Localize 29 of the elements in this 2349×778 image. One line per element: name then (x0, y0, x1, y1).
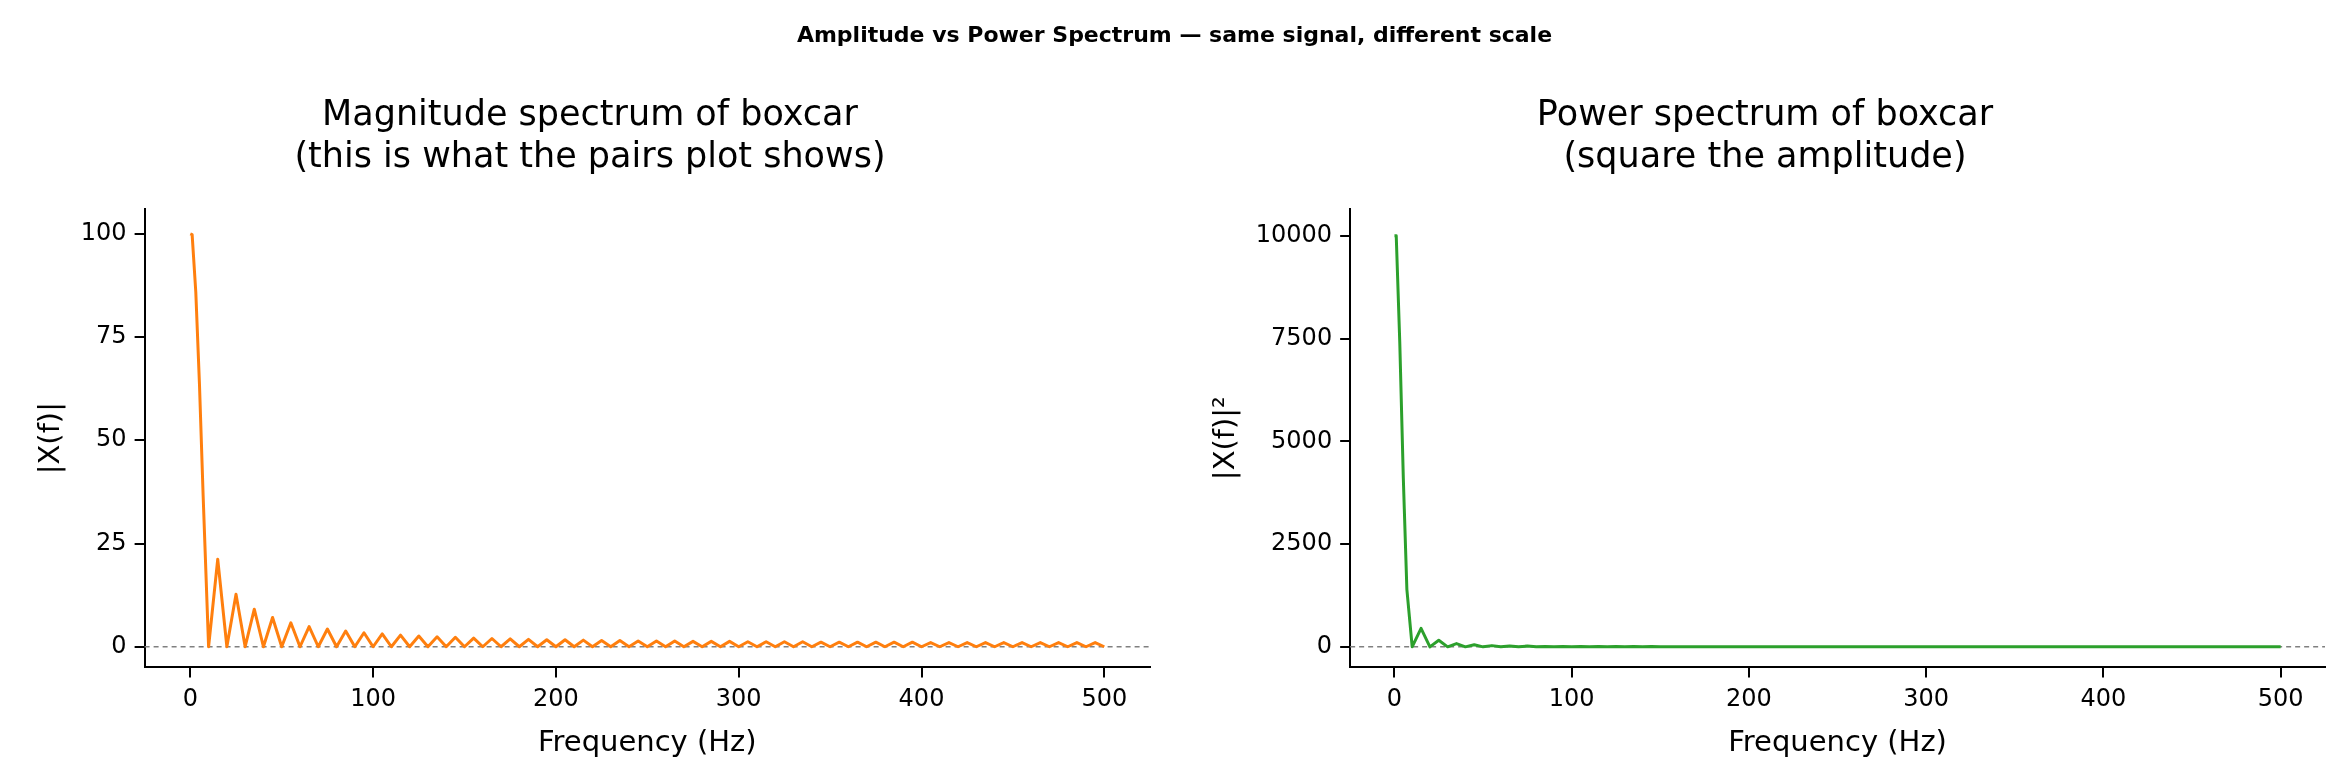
x-tick-label: 200 (533, 684, 579, 713)
x-tick-label: 0 (1386, 684, 1403, 713)
x-axis-title: Frequency (Hz) (537, 724, 757, 759)
y-tick-label: 25 (96, 527, 127, 556)
y-tick-label: 100 (80, 218, 127, 247)
x-tick-label: 300 (1903, 684, 1950, 713)
y-tick-label: 5000 (1271, 425, 1333, 454)
x-tick-label: 0 (182, 684, 198, 713)
y-tick-label: 10000 (1255, 219, 1333, 248)
text: Amplitude vs Power Spectrum — same signal, different scale (795, 22, 1554, 47)
x-tick-label: 500 (2257, 684, 2304, 713)
x-tick-label: 500 (1081, 684, 1128, 713)
x-axis-title: Frequency (Hz) (1728, 724, 1947, 759)
x-tick-label: 300 (715, 684, 762, 713)
chart-title: Power spectrum of boxcar (square the amplitude) (1536, 93, 1994, 176)
y-tick-label: 0 (111, 630, 127, 659)
y-tick-label: 0 (1316, 631, 1333, 660)
x-tick-label: 400 (2080, 684, 2127, 713)
x-tick-label: 400 (898, 684, 945, 713)
x-tick-label: 200 (1726, 684, 1772, 713)
x-tick-label: 100 (350, 684, 397, 713)
x-tick-label: 100 (1548, 684, 1595, 713)
y-axis-title: |X(f)|² (1206, 396, 1241, 481)
y-tick-label: 7500 (1271, 322, 1333, 351)
y-tick-label: 50 (96, 424, 127, 453)
y-axis-title: |X(f)| (31, 402, 66, 475)
y-tick-label: 2500 (1271, 528, 1333, 557)
chart-title: Magnitude spectrum of boxcar (this is what the pairs plot shows) (294, 93, 886, 176)
y-tick-label: 75 (96, 321, 127, 350)
